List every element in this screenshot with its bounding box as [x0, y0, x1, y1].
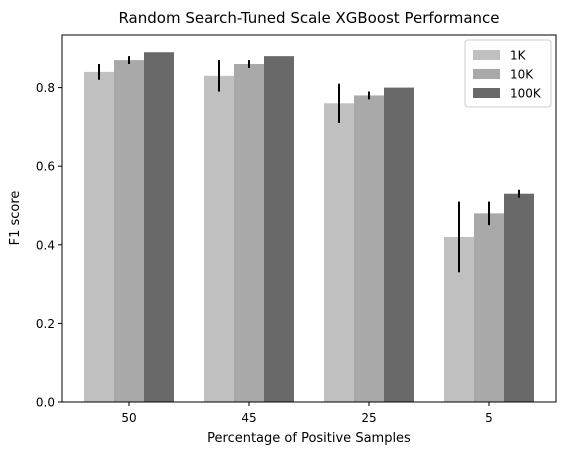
bar-10K-25 [354, 95, 384, 403]
y-axis-label: F1 score [8, 191, 23, 246]
legend-swatch-10K [473, 69, 500, 79]
bar-100K-25 [384, 87, 414, 402]
plot-frame [61, 34, 557, 403]
x-tick-label: 45 [241, 411, 256, 425]
y-tick-label: 0.6 [36, 160, 55, 174]
y-tick-label: 0.8 [36, 81, 55, 95]
y-tick-label: 0.4 [36, 238, 55, 252]
bar-100K-5 [504, 193, 534, 402]
x-axis-label: Percentage of Positive Samples [207, 431, 411, 446]
bar-10K-50 [114, 60, 144, 403]
y-tick-label: 0.2 [36, 317, 55, 331]
x-tick-label: 5 [485, 411, 493, 425]
legend-label-1K: 1K [510, 49, 527, 63]
bars-group [84, 52, 534, 403]
x-axis: 50 45 25 5 [121, 402, 493, 425]
bar-10K-5 [474, 213, 504, 402]
legend-label-100K: 100K [510, 87, 542, 101]
bar-1K-50 [84, 71, 114, 402]
legend-swatch-1K [473, 50, 500, 60]
legend: 1K 10K 100K [464, 39, 552, 108]
y-axis: 0.0 0.2 0.4 0.6 0.8 [36, 81, 62, 410]
x-tick-label: 25 [361, 411, 376, 425]
bar-10K-45 [234, 64, 264, 403]
y-tick-label: 0.0 [36, 396, 55, 410]
bar-100K-45 [264, 56, 294, 402]
bar-1K-25 [324, 103, 354, 402]
legend-label-10K: 10K [510, 68, 534, 82]
bar-1K-45 [204, 75, 234, 402]
legend-swatch-100K [473, 88, 500, 98]
bar-100K-50 [144, 52, 174, 402]
x-tick-label: 50 [121, 411, 136, 425]
chart-title: Random Search-Tuned Scale XGBoost Perfor… [118, 9, 499, 27]
error-bars-group [98, 56, 520, 273]
